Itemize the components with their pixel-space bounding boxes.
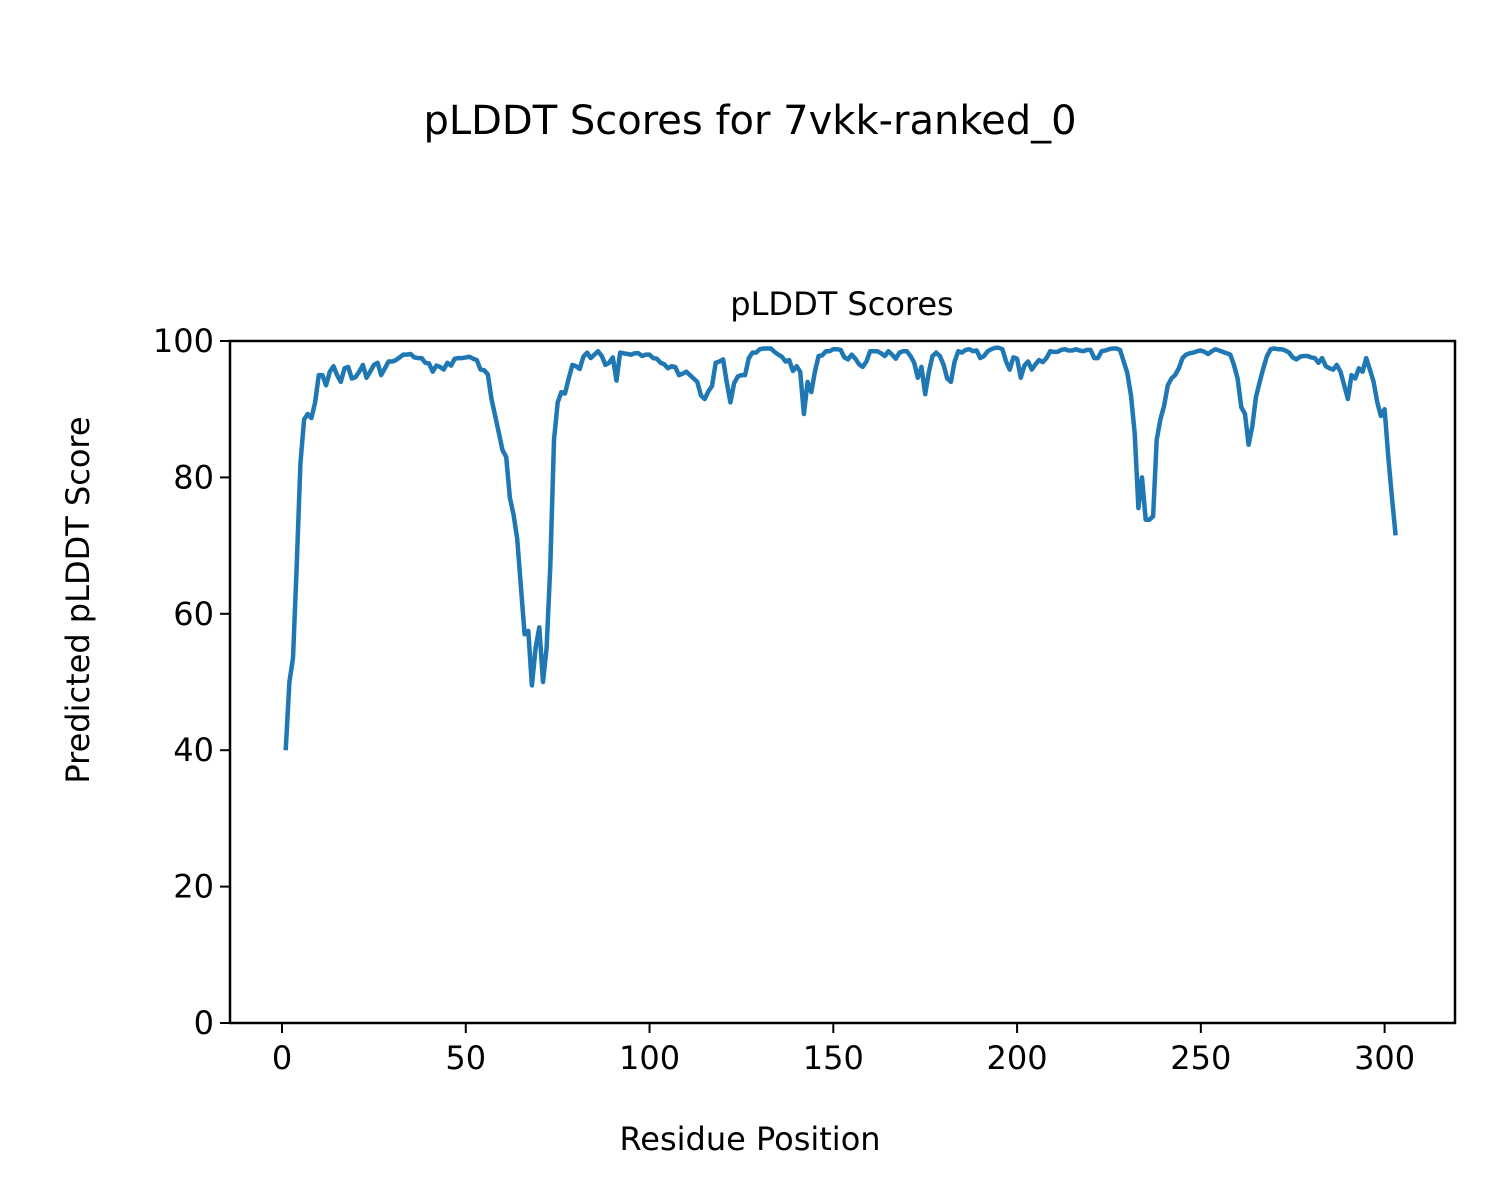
y-tick-label: 40: [173, 731, 214, 769]
y-tick-label: 0: [194, 1004, 214, 1042]
x-tick-label: 250: [1170, 1039, 1231, 1077]
x-tick-label: 0: [272, 1039, 292, 1077]
y-tick-label: 80: [173, 458, 214, 496]
x-tick-label: 150: [803, 1039, 864, 1077]
axes-title: pLDDT Scores: [730, 285, 953, 323]
axes-frame: [228, 339, 1457, 1025]
y-tick-label: 100: [153, 322, 214, 360]
y-axis-label: Predicted pLDDT Score: [59, 416, 97, 783]
y-tick-label: 20: [173, 868, 214, 906]
x-tick-label: 200: [987, 1039, 1048, 1077]
x-tick-label: 300: [1354, 1039, 1415, 1077]
x-tick-label: 100: [619, 1039, 680, 1077]
series-line-plddt: [283, 345, 1398, 751]
x-tick-label: 50: [445, 1039, 486, 1077]
figure-suptitle: pLDDT Scores for 7vkk-ranked_0: [423, 98, 1076, 144]
y-tick-label: 60: [173, 595, 214, 633]
x-axis-label: Residue Position: [619, 1120, 880, 1158]
